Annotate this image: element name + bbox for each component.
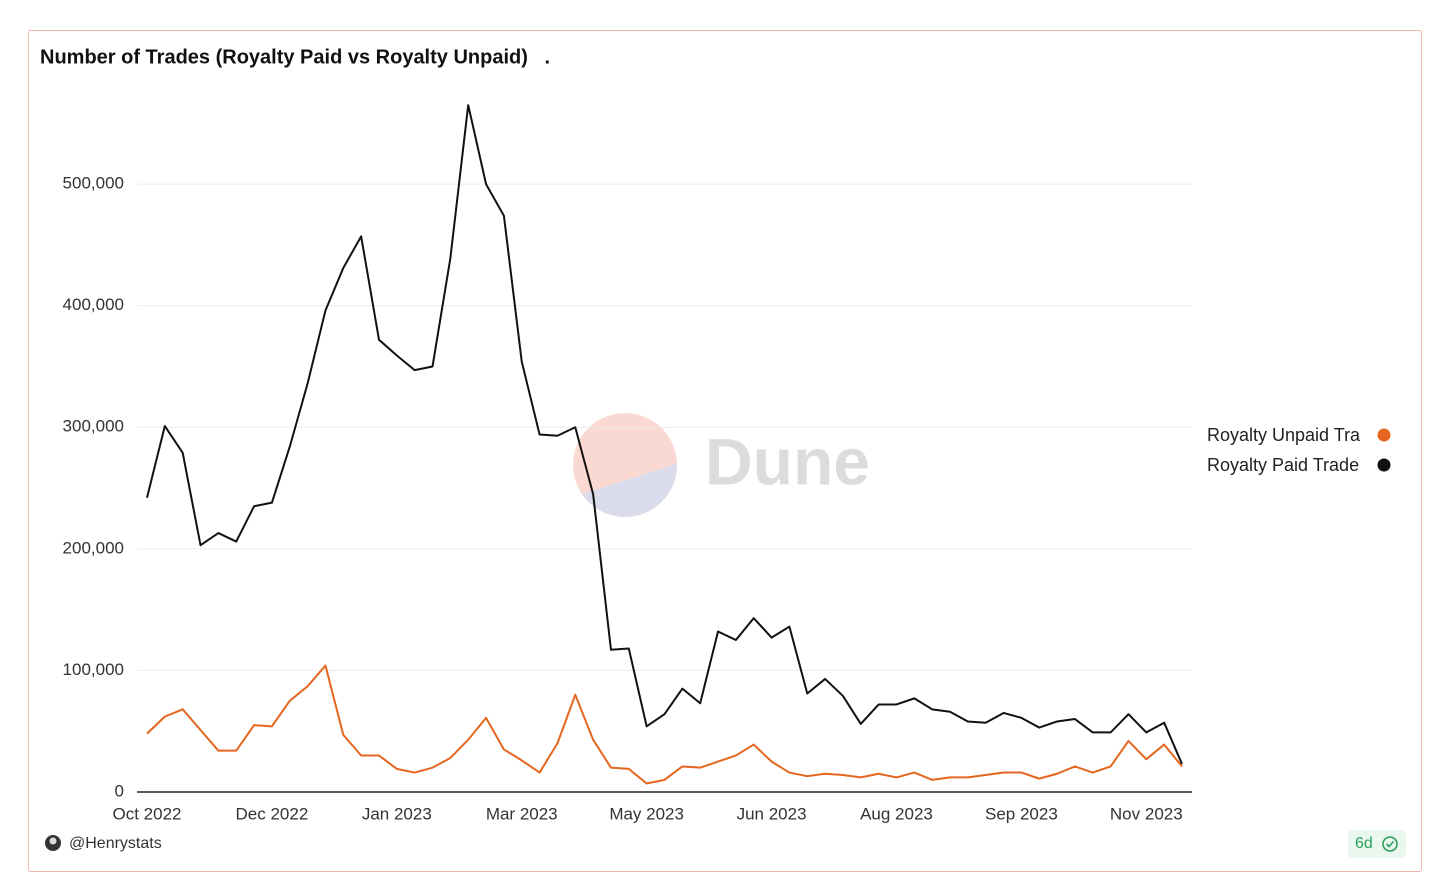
- legend-swatch: [1377, 458, 1391, 472]
- y-tick-label: 100,000: [63, 660, 124, 679]
- author-name: @Henrystats: [69, 835, 162, 852]
- author: @Henrystats: [45, 835, 162, 852]
- x-tick-label: Nov 2023: [1110, 804, 1183, 823]
- chart-title: Number of Trades (Royalty Paid vs Royalt…: [40, 46, 550, 68]
- y-tick-label: 0: [115, 781, 124, 800]
- legend-swatch: [1377, 428, 1391, 442]
- x-tick-label: Jun 2023: [737, 804, 807, 823]
- x-tick-label: Mar 2023: [486, 804, 558, 823]
- x-tick-label: May 2023: [609, 804, 684, 823]
- y-tick-label: 300,000: [63, 417, 124, 436]
- badge-check: [1385, 840, 1395, 848]
- legend-label: Royalty Paid Trade: [1207, 455, 1359, 475]
- x-tick-label: Oct 2022: [113, 804, 182, 823]
- watermark: Dune: [573, 413, 870, 517]
- y-tick-label: 400,000: [63, 295, 124, 314]
- x-tick-label: Jan 2023: [362, 804, 432, 823]
- age-badge[interactable]: 6d: [1348, 830, 1406, 858]
- y-tick-label: 500,000: [63, 174, 124, 193]
- card: [28, 30, 1422, 872]
- series-line: [146, 664, 1183, 785]
- badge-icon: [1382, 836, 1398, 852]
- legend-label: Royalty Unpaid Tra: [1207, 425, 1361, 445]
- x-tick-label: Sep 2023: [985, 804, 1058, 823]
- badge-text: 6d: [1355, 835, 1373, 852]
- series-line: [146, 104, 1183, 765]
- x-tick-label: Dec 2022: [236, 804, 309, 823]
- avatar-face: [49, 837, 57, 845]
- x-tick-label: Aug 2023: [860, 804, 933, 823]
- y-tick-label: 200,000: [63, 538, 124, 557]
- watermark-text: Dune: [705, 424, 870, 498]
